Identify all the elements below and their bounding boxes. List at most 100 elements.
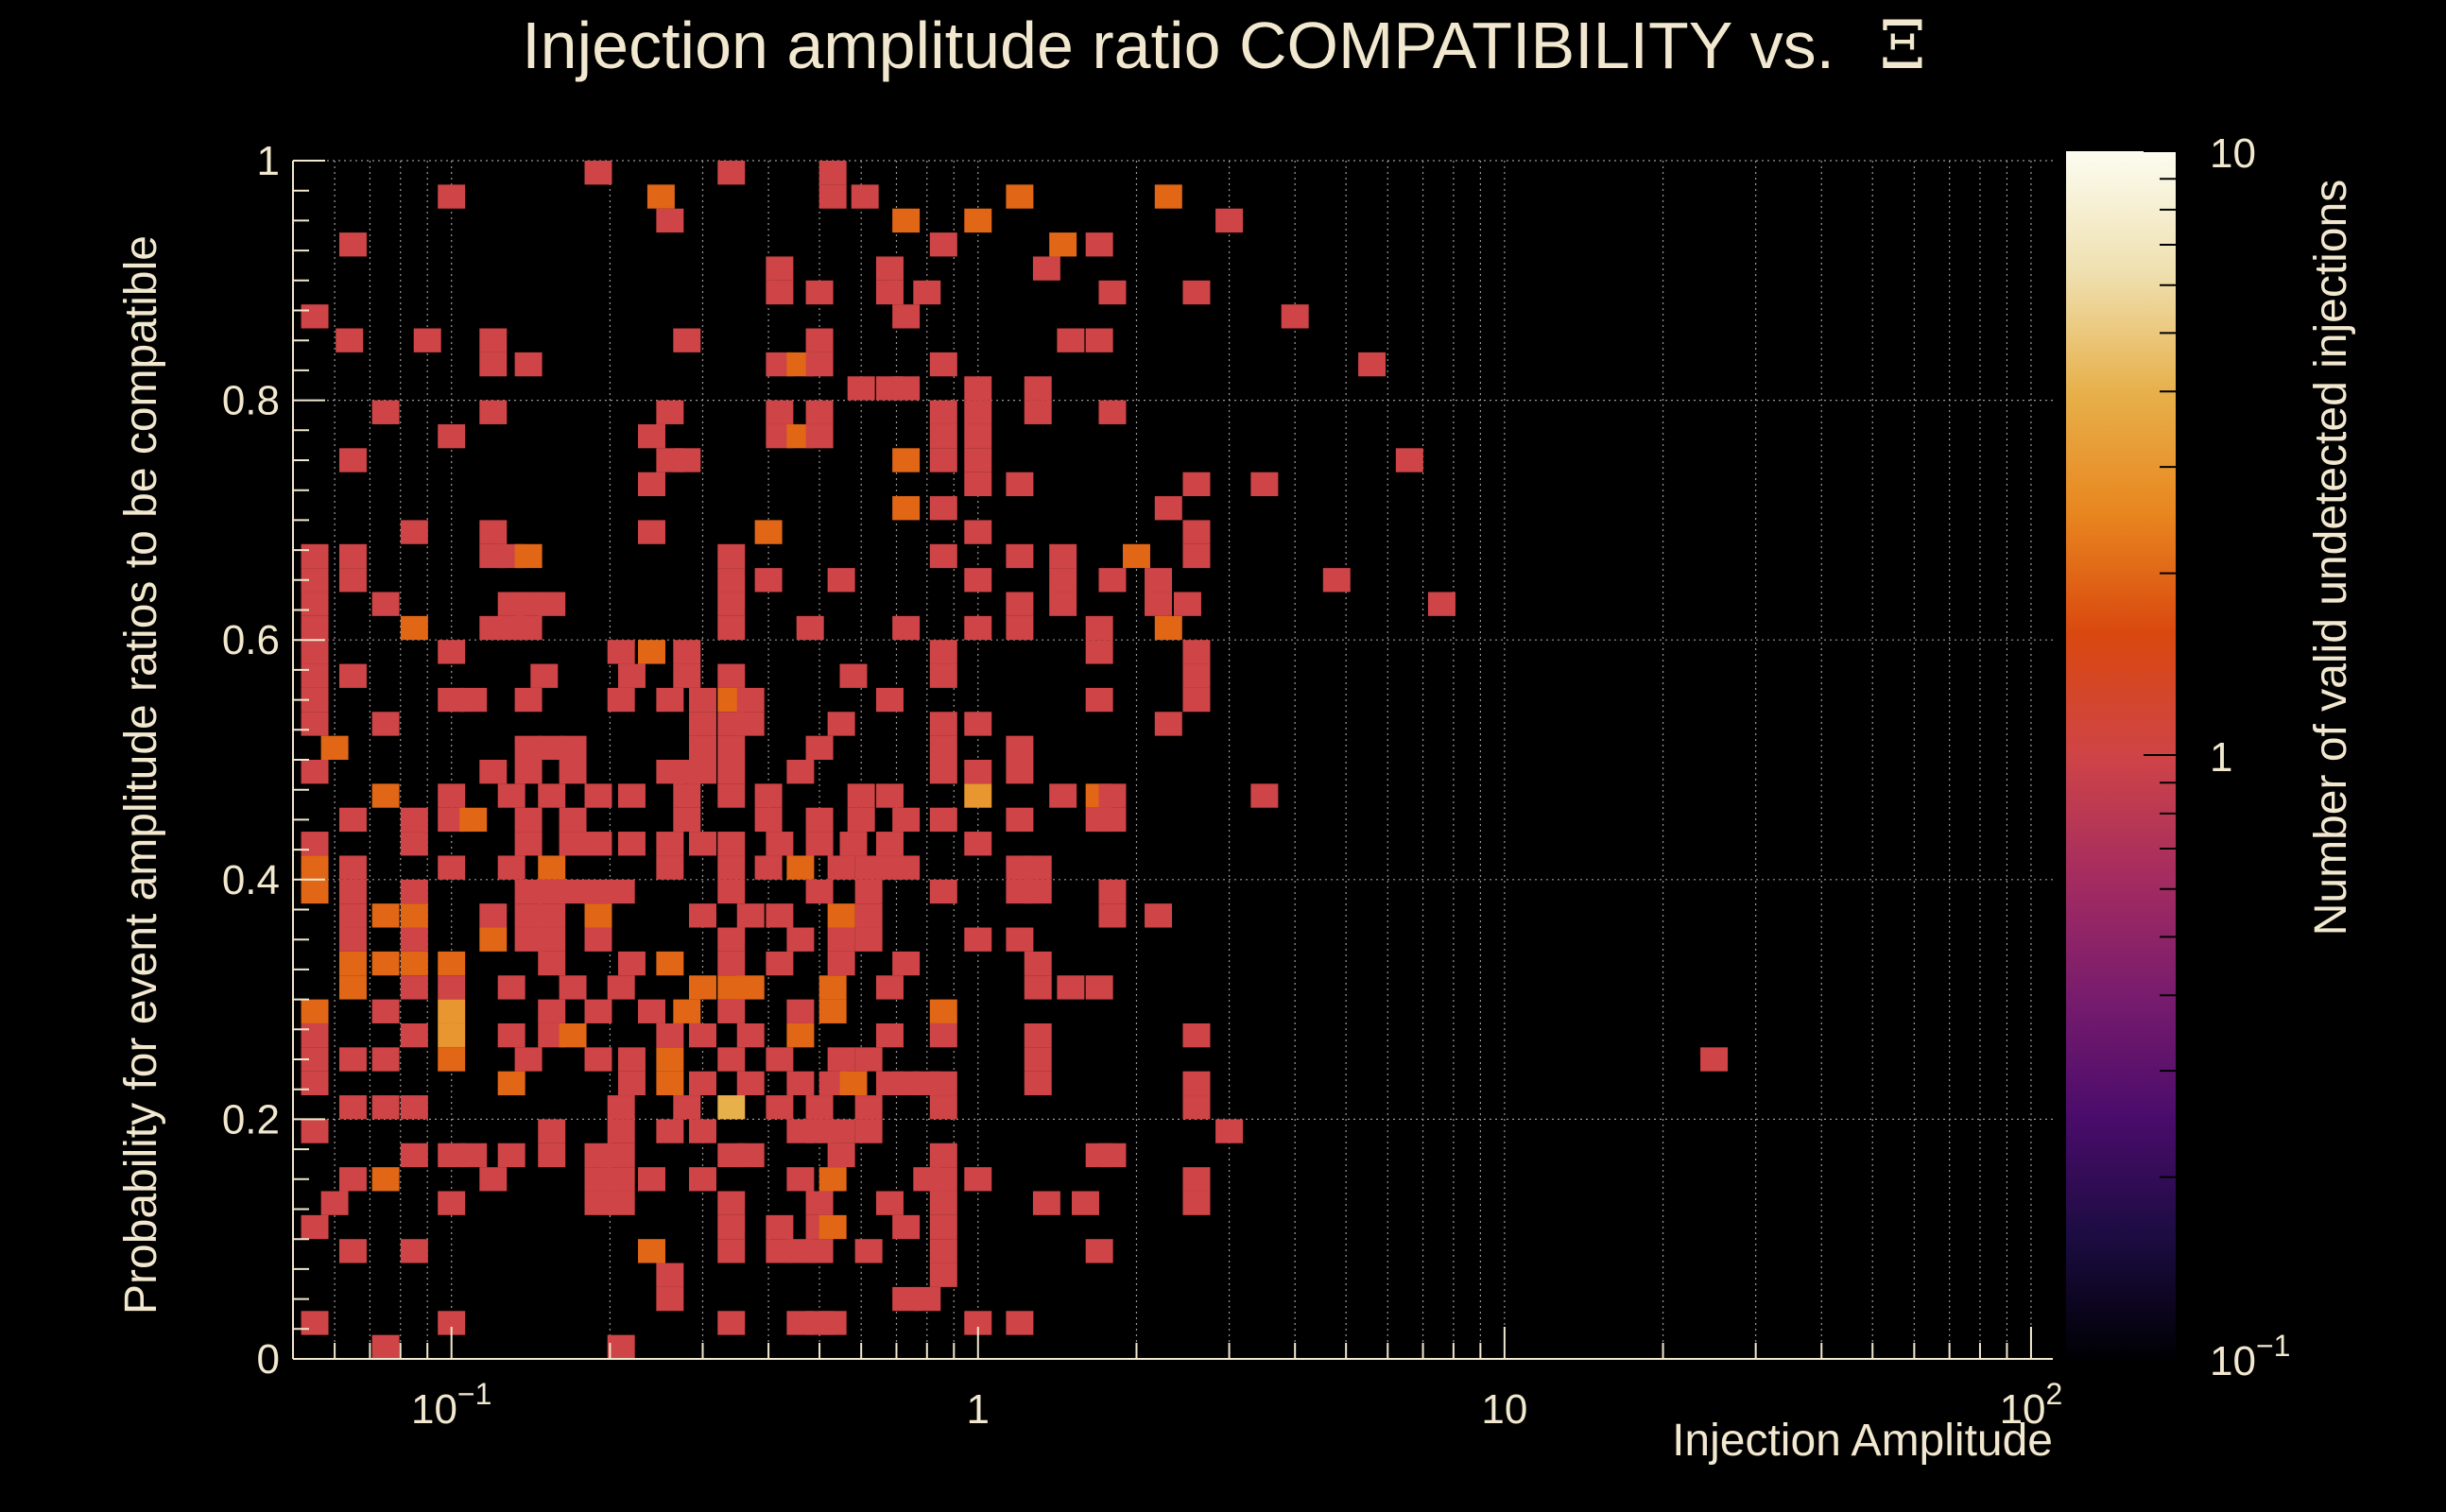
colorbar-title: Number of valid undetected injections — [2306, 180, 2356, 936]
heatmap-cell — [786, 999, 815, 1023]
heatmap-cell — [717, 855, 746, 880]
chart-title-text: Injection amplitude ratio COMPATIBILITY … — [522, 9, 1834, 82]
heatmap-cell — [689, 975, 716, 1000]
heatmap-cell — [929, 1143, 957, 1168]
heatmap-cell — [514, 1047, 543, 1072]
heatmap-cell — [656, 687, 684, 713]
heatmap-cell — [854, 879, 883, 904]
heatmap-cell — [301, 592, 329, 616]
heatmap-cell — [438, 1022, 466, 1048]
heatmap-cell — [805, 280, 834, 305]
y-tick-label: 0.4 — [222, 857, 280, 903]
heatmap-cell — [538, 951, 566, 976]
heatmap-cell — [1322, 568, 1351, 593]
heatmap-cell — [538, 783, 566, 808]
heatmap-cell — [338, 903, 367, 928]
heatmap-cell — [607, 975, 635, 1000]
heatmap-cell — [717, 832, 746, 856]
heatmap-cell — [827, 1143, 855, 1168]
heatmap-cell — [400, 951, 428, 976]
heatmap-cell — [1182, 1191, 1211, 1215]
heatmap-cell — [538, 927, 566, 952]
x-tick-label: 1 — [967, 1386, 990, 1433]
heatmap-cell — [929, 423, 957, 449]
heatmap-cell — [438, 423, 466, 449]
heatmap-cell — [617, 783, 646, 808]
heatmap-cell — [1098, 1143, 1127, 1168]
heatmap-cell — [1049, 783, 1077, 808]
heatmap-cell — [514, 543, 543, 569]
heatmap-cell — [301, 1214, 329, 1240]
heatmap-cell — [607, 1334, 635, 1359]
heatmap-cell — [497, 1071, 525, 1096]
heatmap-cell — [413, 328, 441, 352]
heatmap-cell — [964, 472, 992, 497]
heatmap-cell — [964, 448, 992, 472]
heatmap-cell — [1182, 280, 1211, 305]
heatmap-cell — [530, 663, 559, 688]
heatmap-cell — [1006, 615, 1034, 641]
heatmap-cell — [673, 640, 701, 664]
heatmap-cell — [827, 1119, 855, 1143]
heatmap-cell — [929, 879, 957, 904]
heatmap-cell — [338, 855, 367, 880]
heatmap-cell — [766, 400, 794, 424]
heatmap-cell — [964, 927, 992, 952]
y-axis-title: Probability for event amplitude ratios t… — [116, 235, 166, 1314]
heatmap-cell — [818, 1311, 847, 1335]
heatmap-cell — [766, 903, 794, 928]
heatmap-cell — [717, 568, 746, 593]
heatmap-cell — [584, 1047, 612, 1072]
heatmap-cell — [892, 496, 921, 521]
heatmap-cell — [559, 975, 587, 1000]
heatmap-cell — [617, 832, 646, 856]
heatmap-cell — [584, 832, 612, 856]
heatmap-cell — [479, 1167, 508, 1192]
heatmap-cell — [929, 1022, 957, 1048]
heatmap-cell — [438, 855, 466, 880]
heatmap-cell — [301, 879, 329, 904]
heatmap-cell — [875, 975, 904, 1000]
heatmap-cell — [1098, 568, 1127, 593]
heatmap-cell — [656, 1022, 684, 1048]
heatmap-cell — [479, 328, 508, 352]
heatmap-cell — [338, 951, 367, 976]
heatmap-cell — [371, 903, 400, 928]
heatmap-cell — [438, 783, 466, 808]
heatmap-cell — [818, 1214, 847, 1240]
heatmap-cell — [1215, 208, 1244, 233]
heatmap-cell — [964, 760, 992, 784]
heatmap-cell — [400, 1239, 428, 1263]
heatmap-cell — [717, 927, 746, 952]
heatmap-cell — [479, 760, 508, 784]
heatmap-cell — [875, 280, 904, 305]
heatmap-cell — [584, 783, 612, 808]
colorbar-tick-label: 10−1 — [2210, 1329, 2290, 1384]
heatmap-cell — [673, 328, 701, 352]
heatmap-cell — [689, 1071, 716, 1096]
heatmap-cell — [400, 615, 428, 641]
heatmap-cell — [892, 855, 921, 880]
heatmap-cell — [892, 448, 921, 472]
heatmap-cell — [892, 615, 921, 641]
heatmap-cell — [892, 376, 921, 401]
heatmap-cell — [438, 1047, 466, 1072]
heatmap-cell — [584, 1143, 612, 1168]
heatmap-cell — [929, 760, 957, 784]
heatmap-cell — [1072, 1191, 1099, 1215]
x-tick-label-exponent: 2 — [2046, 1377, 2063, 1411]
heatmap-cell — [459, 807, 488, 833]
heatmap-cell — [1098, 807, 1127, 833]
heatmap-cell — [338, 1047, 367, 1072]
heatmap-cell — [854, 903, 883, 928]
heatmap-cell — [736, 712, 765, 736]
heatmap-cell — [479, 927, 508, 952]
heatmap-cell — [754, 807, 783, 833]
heatmap-cell — [875, 832, 904, 856]
heatmap-cell — [875, 1191, 904, 1215]
heatmap-cell — [338, 1095, 367, 1120]
heatmap-cell — [786, 855, 815, 880]
heatmap-cell — [1145, 568, 1173, 593]
heatmap-cell — [805, 328, 834, 352]
